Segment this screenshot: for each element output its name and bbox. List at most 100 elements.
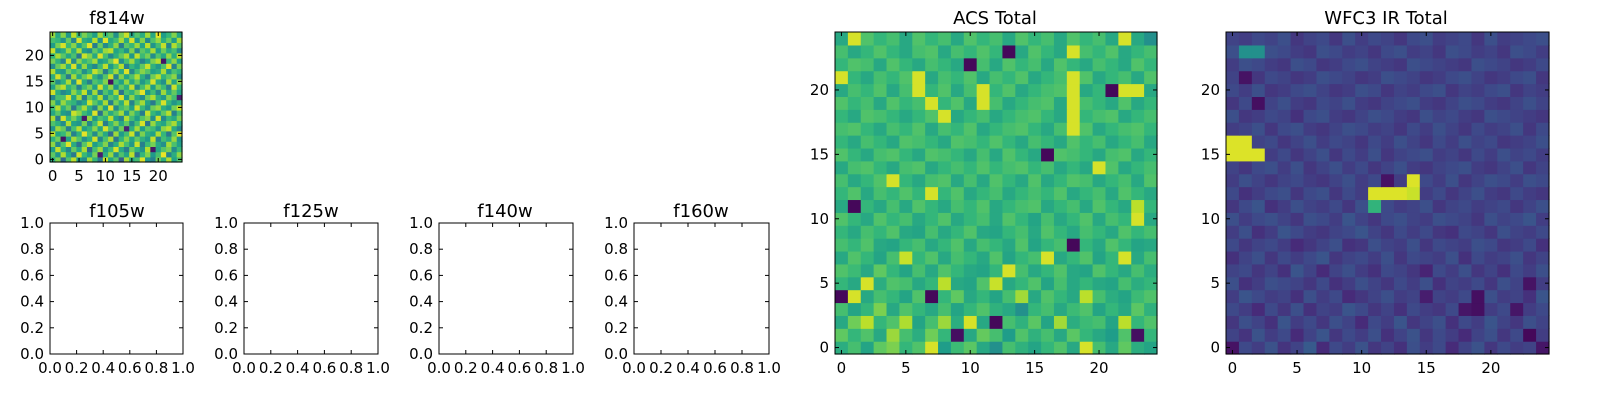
heatmap-cell [912,32,926,46]
heatmap-cell [1144,160,1158,175]
heatmap-cell [1105,263,1119,278]
heatmap-cell [102,84,109,90]
heatmap-cell [166,130,173,137]
heatmap-cell [963,315,978,329]
heatmap-cell [155,42,162,49]
heatmap-cell [1445,302,1460,316]
heatmap-cell [92,130,99,137]
heatmap-cell [155,94,162,101]
heatmap-cell [86,63,93,69]
heatmap-cell [1226,83,1240,97]
heatmap-cell [835,315,849,329]
heatmap-cell [912,341,926,355]
heatmap-cell [155,89,162,95]
heatmap-cell [1381,225,1395,239]
heatmap-cell [1510,122,1524,136]
heatmap-cell [155,125,162,132]
heatmap-cell [55,120,62,127]
heatmap-cell [1002,302,1016,316]
heatmap-cell [1238,199,1253,213]
heatmap-cell [1041,199,1055,213]
heatmap-cell [1131,109,1145,123]
heatmap-cell [1053,341,1068,355]
heatmap-cell [1028,186,1042,201]
heatmap-cell [1118,147,1132,162]
heatmap-cell [1445,57,1460,72]
heatmap-cell [166,42,173,49]
heatmap-cell [134,120,141,127]
heatmap-cell [1445,83,1460,97]
heatmap-cell [1458,250,1473,265]
heatmap-cell [134,89,141,95]
heatmap-cell [1251,147,1266,162]
heatmap-cell [60,115,67,121]
heatmap-cell [176,32,183,38]
heatmap-cell [171,63,178,69]
heatmap-cell [1238,328,1253,342]
heatmap-cell [1368,83,1382,97]
heatmap-cell [950,212,965,226]
heatmap-cell [129,120,136,127]
heatmap-cell [925,32,939,46]
y-tick-label: 0.6 [20,266,44,284]
heatmap-cell [1510,263,1524,278]
heatmap-cell [1303,109,1318,123]
heatmap-cell [1536,341,1550,355]
heatmap-cell [938,32,952,46]
heatmap-cell [1079,263,1094,278]
heatmap-cell [938,57,952,72]
heatmap-cell [1264,109,1279,123]
heatmap-cell [1445,135,1460,149]
x-tick-label: 0.4 [676,359,700,377]
panel-title-f160w: f160w [673,201,728,222]
heatmap-cell [55,63,62,69]
heatmap-cell [886,70,900,85]
heatmap-cell [963,328,978,342]
heatmap-cell [1484,147,1498,162]
heatmap-cell [976,83,991,97]
heatmap-cell [1002,250,1016,265]
heatmap-cell [1536,199,1550,213]
heatmap-cell [912,160,926,175]
heatmap-cell [1066,44,1081,59]
heatmap-cell [1131,315,1145,329]
heatmap-cell [118,32,125,38]
heatmap-cell [989,70,1004,85]
heatmap-cell [976,328,991,342]
heatmap-cell [925,109,939,123]
heatmap-cell [1329,160,1343,175]
heatmap-cell [1238,96,1253,110]
heatmap-cell [76,37,83,43]
y-tick-label: 0.2 [214,319,238,337]
heatmap-cell [1226,315,1240,329]
heatmap-cell [65,58,72,64]
heatmap-cell [899,212,913,226]
heatmap-cell [60,125,67,132]
heatmap-cell [92,89,99,95]
heatmap-cell [150,136,157,142]
heatmap-cell [166,63,173,69]
heatmap-cell [1015,276,1029,291]
heatmap-cell [1144,44,1158,59]
y-tick-label: 0.8 [409,240,433,258]
heatmap-cell [118,110,125,116]
heatmap-cell [976,341,991,355]
heatmap-cell [1342,173,1356,188]
heatmap-cell [1497,160,1511,175]
heatmap-cell [129,94,136,101]
heatmap-cell [1458,238,1473,252]
heatmap-cell [976,212,991,226]
heatmap-cell [1290,44,1305,59]
heatmap-cell [108,84,114,90]
heatmap-cell [1393,122,1408,136]
heatmap-cell [86,136,93,142]
heatmap-cell [950,57,965,72]
heatmap-cell [1406,212,1421,226]
heatmap-cell [860,186,875,201]
heatmap-cell [1079,328,1094,342]
heatmap-cell [155,130,162,137]
heatmap-cell [1316,83,1330,97]
heatmap-cell [1028,83,1042,97]
heatmap-cell [60,73,67,80]
heatmap-cell [86,120,93,127]
